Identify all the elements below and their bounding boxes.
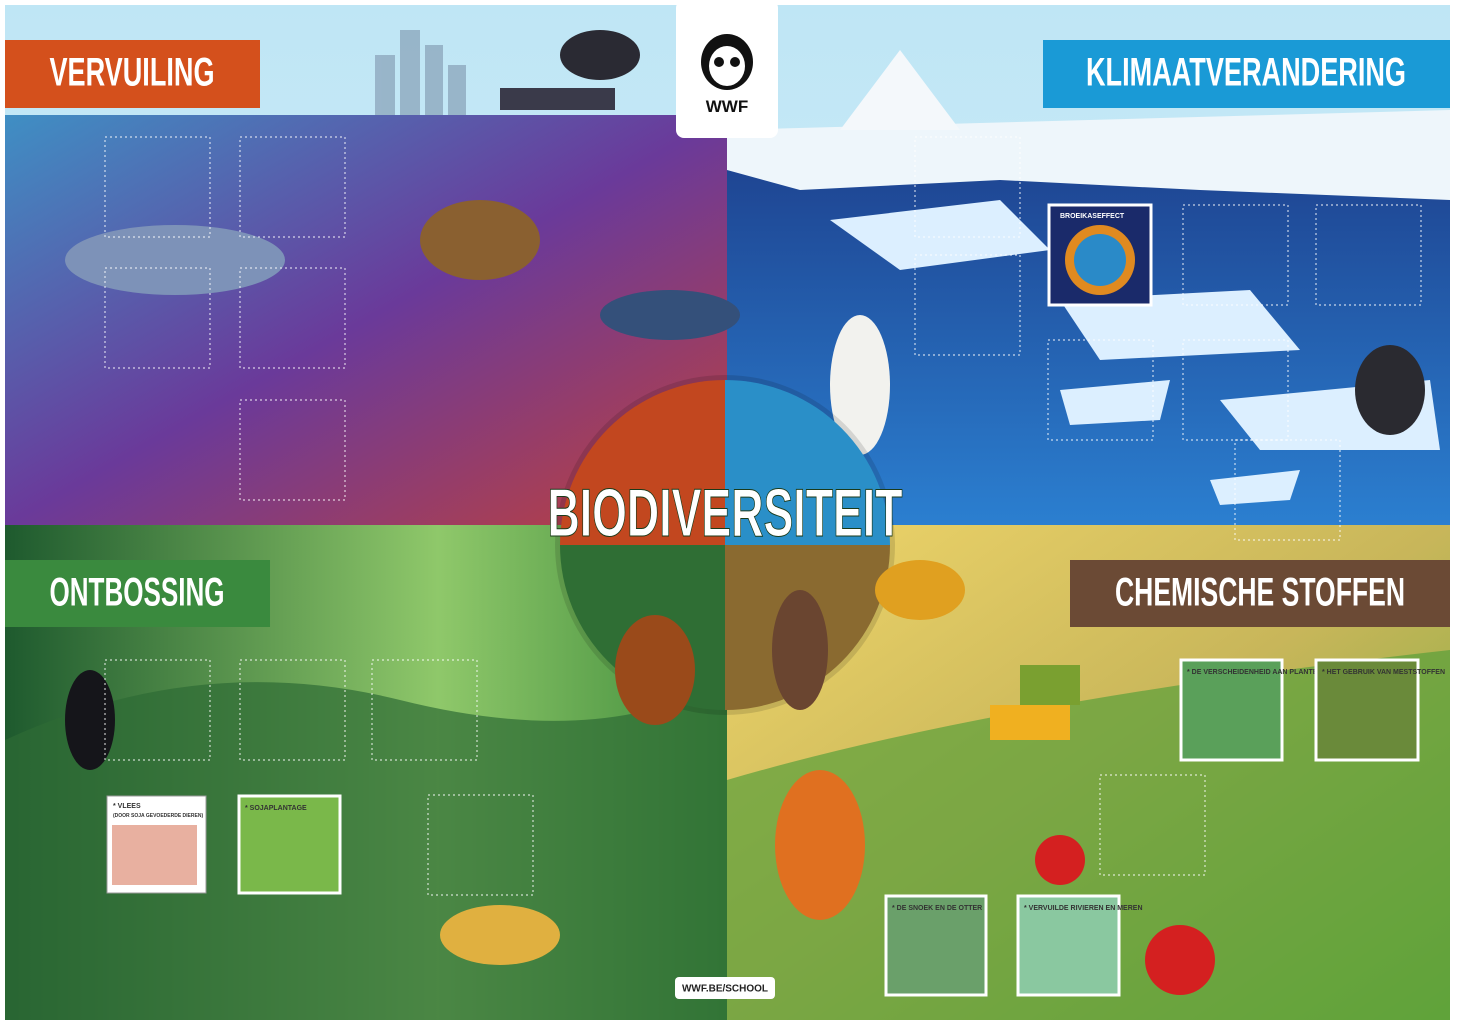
card-label: * DE SNOEK EN DE OTTER [892, 905, 982, 912]
poster: VERVUILING KLIMAATVERANDERING ONTBOSSING… [0, 0, 1459, 1024]
section-label: KLIMAATVERANDERING [1086, 51, 1406, 95]
logo: WWF [676, 0, 778, 138]
main-title: BIODIVERSITEIT [548, 475, 903, 551]
footer-url: WWF.BE/SCHOOL [682, 984, 768, 995]
card-note: (DOOR SOJA GEVOEDERDE DIEREN) [113, 813, 203, 819]
logo-text: WWF [706, 97, 748, 116]
card-label: * DE VERSCHEIDENHEID AAN PLANTEN [1187, 669, 1322, 676]
section-label: CHEMISCHE STOFFEN [1115, 571, 1405, 615]
section-label: VERVUILING [50, 51, 215, 95]
card-label: * VERVUILDE RIVIEREN EN MEREN [1024, 905, 1143, 912]
card-label: * SOJAPLANTAGE [245, 805, 307, 812]
section-label: ONTBOSSING [50, 571, 225, 615]
card-label: * VLEES [113, 803, 141, 810]
card-label: * HET GEBRUIK VAN MESTSTOFFEN [1322, 669, 1445, 676]
card-label: BROEIKASEFFECT [1060, 213, 1125, 220]
